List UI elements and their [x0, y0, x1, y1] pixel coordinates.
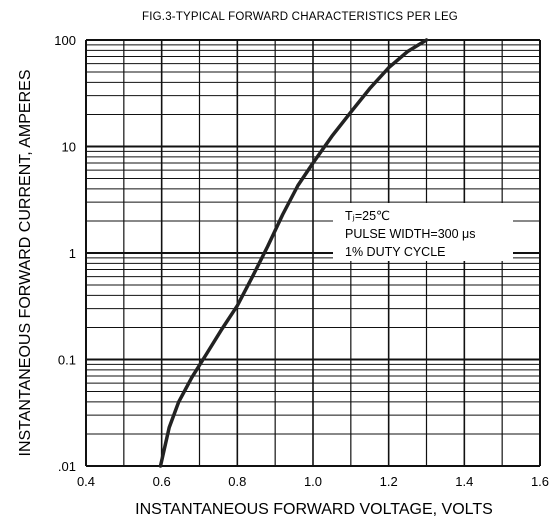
x-tick-label: 1.0	[304, 474, 322, 489]
x-tick-labels: 0.4 0.6 0.8 1.0 1.2 1.4 1.6	[77, 474, 549, 489]
x-tick-label: 0.6	[153, 474, 171, 489]
y-tick-label: 0.1	[58, 353, 76, 368]
x-axis-label: INSTANTANEOUS FORWARD VOLTAGE, VOLTS	[135, 501, 493, 518]
x-tick-label: 0.4	[77, 474, 95, 489]
y-tick-label: 10	[62, 140, 76, 155]
grid	[85, 39, 541, 467]
y-axis-label: INSTANTANEOUS FORWARD CURRENT, AMPERES	[17, 70, 34, 457]
annotation-duty-cycle: 1% DUTY CYCLE	[345, 245, 446, 259]
x-tick-label: 1.2	[380, 474, 398, 489]
y-tick-label: .01	[58, 459, 76, 474]
y-tick-labels: .01 0.1 1 10 100	[54, 33, 76, 474]
x-tick-label: 1.4	[455, 474, 473, 489]
y-tick-label: 100	[54, 33, 76, 48]
y-tick-label: 1	[69, 246, 76, 261]
x-tick-label: 1.6	[531, 474, 549, 489]
forward-current-curve	[158, 38, 429, 468]
annotation-pulse-width: PULSE WIDTH=300 μs	[345, 227, 476, 241]
x-tick-label: 0.8	[228, 474, 246, 489]
chart-title: FIG.3-TYPICAL FORWARD CHARACTERISTICS PE…	[142, 11, 458, 23]
annotation-box	[333, 203, 513, 261]
annotation-junction-temp: Tⱼ=25℃	[345, 209, 390, 223]
